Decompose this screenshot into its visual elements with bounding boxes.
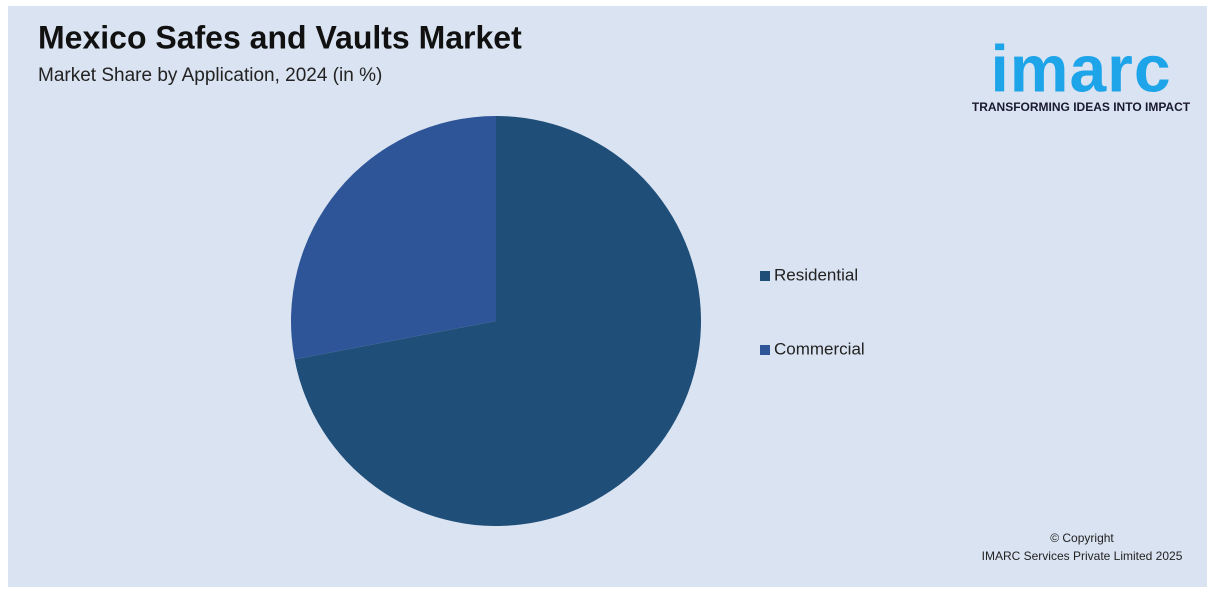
chart-subtitle: Market Share by Application, 2024 (in %): [38, 65, 382, 86]
copyright: © Copyright: [1050, 531, 1114, 545]
pie-slice: [290, 116, 496, 360]
copyright: IMARC Services Private Limited 2025: [982, 549, 1183, 563]
legend-label: Commercial: [774, 339, 865, 358]
logo-tagline: TRANSFORMING IDEAS INTO IMPACT: [972, 100, 1191, 114]
pie-slice: [294, 116, 701, 526]
chart-title: Mexico Safes and Vaults Market: [38, 19, 522, 55]
legend-label: Residential: [774, 265, 858, 284]
legend-swatch: [760, 271, 770, 281]
legend-swatch: [760, 345, 770, 355]
logo: imarc: [990, 31, 1171, 105]
